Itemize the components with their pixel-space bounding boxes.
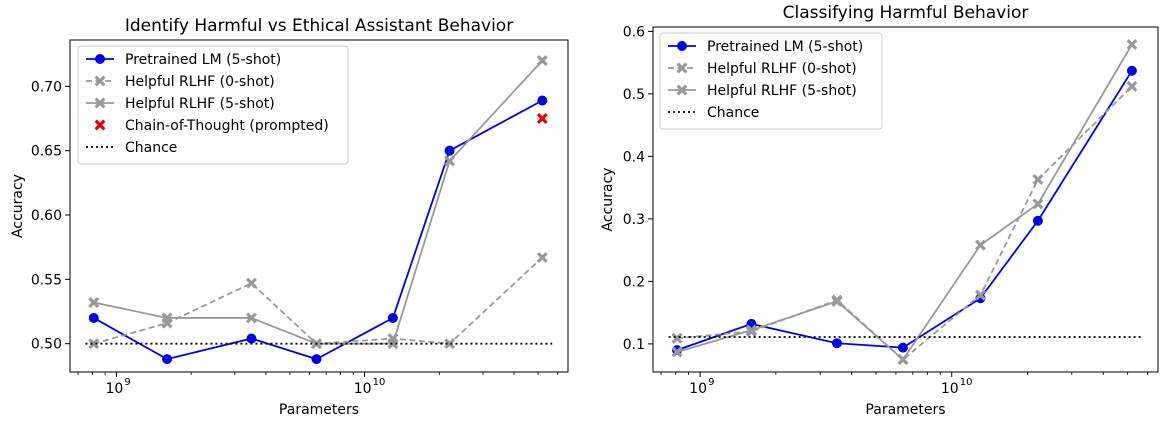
- legend-entry: Helpful RLHF (0-shot): [86, 74, 275, 90]
- legend: Pretrained LM (5-shot) Helpful RLHF (0-sh…: [659, 32, 883, 130]
- chart-title: Identify Harmful vs Ethical Assistant Be…: [125, 16, 513, 36]
- legend-marker: [94, 97, 106, 109]
- data-point: [1032, 198, 1044, 210]
- legend-label: Helpful RLHF (0-shot): [707, 61, 857, 77]
- data-point: [832, 338, 843, 349]
- data-point: [387, 312, 398, 323]
- legend-entry: Helpful RLHF (5-shot): [668, 83, 857, 99]
- x-tick-label: 10: [941, 381, 959, 397]
- data-point: [88, 338, 100, 350]
- legend-label: Helpful RLHF (5-shot): [707, 83, 857, 99]
- data-point: [745, 324, 757, 336]
- data-point: [1126, 65, 1137, 76]
- legend-marker: [676, 84, 688, 96]
- x-tick-exponent: 10: [960, 377, 973, 388]
- data-point: [671, 332, 683, 344]
- data-point: [245, 312, 257, 324]
- data-point: [444, 155, 456, 167]
- series-1: [88, 95, 548, 365]
- data-point: [88, 312, 99, 323]
- data-point: [536, 113, 548, 124]
- data-point: [311, 354, 322, 365]
- x-tick-exponent: 9: [708, 377, 714, 388]
- series-1: [672, 65, 1137, 356]
- data-point: [897, 342, 908, 353]
- legend-entry: Helpful RLHF (5-shot): [86, 96, 275, 112]
- series-4: [536, 113, 548, 124]
- legend-marker: [677, 41, 687, 51]
- legend-marker: [676, 62, 688, 74]
- y-tick-label: 0.6: [623, 24, 645, 40]
- data-point: [671, 346, 683, 358]
- legend-marker: [95, 54, 105, 64]
- data-point: [974, 289, 986, 301]
- x-tick-exponent: 9: [124, 377, 130, 388]
- series-3: [671, 39, 1138, 365]
- x-tick-label: 10: [354, 381, 372, 397]
- y-tick-label: 0.70: [31, 79, 62, 95]
- legend-label: Helpful RLHF (0-shot): [125, 74, 275, 90]
- legend-marker: [94, 119, 106, 131]
- data-point: [537, 95, 548, 106]
- data-point: [246, 333, 257, 344]
- data-point: [1126, 80, 1138, 92]
- data-point: [1032, 215, 1043, 226]
- data-point: [444, 338, 456, 350]
- legend-box: [659, 32, 883, 130]
- y-tick-label: 0.65: [31, 144, 62, 160]
- x-tick-label: 10: [106, 381, 124, 397]
- legend-label: Pretrained LM (5-shot): [125, 52, 281, 68]
- chart-right: Classifying Harmful Behavior Parameters Ac…: [600, 3, 1159, 418]
- data-point: [162, 354, 173, 365]
- legend-label: Chain-of-Thought (prompted): [125, 118, 329, 134]
- y-tick-label: 0.3: [623, 212, 645, 228]
- legend-entry: Chance: [668, 105, 759, 121]
- y-axis-label: Accuracy: [10, 174, 26, 238]
- legend-entry: Pretrained LM (5-shot): [668, 39, 863, 55]
- y-tick-label: 0.1: [623, 337, 645, 353]
- data-point: [536, 252, 548, 263]
- legend-entry: Pretrained LM (5-shot): [86, 52, 281, 68]
- y-axis-label: Accuracy: [600, 168, 616, 232]
- y-tick-label: 0.2: [623, 274, 645, 290]
- data-point: [897, 354, 909, 365]
- x-axis-label: Parameters: [865, 402, 945, 418]
- data-point: [974, 239, 986, 251]
- x-tick-exponent: 10: [373, 377, 386, 388]
- legend-label: Chance: [125, 140, 177, 156]
- data-point: [245, 277, 257, 289]
- chart-title: Classifying Harmful Behavior: [783, 3, 1029, 23]
- data-point: [444, 145, 455, 156]
- plot-frame: [652, 26, 1159, 373]
- series-line: [93, 256, 543, 345]
- plot-frame: [69, 39, 569, 373]
- y-tick-label: 0.4: [623, 149, 645, 165]
- legend-entry: Chain-of-Thought (prompted): [94, 118, 329, 134]
- data-point: [88, 297, 100, 308]
- legend-entry: Chance: [86, 140, 177, 156]
- data-point: [536, 55, 548, 67]
- legend: Pretrained LM (5-shot) Helpful RLHF (0-sh…: [77, 45, 349, 165]
- x-tick-label: 10: [689, 381, 707, 397]
- y-tick-label: 0.55: [31, 272, 62, 288]
- legend-entry: Helpful RLHF (0-shot): [668, 61, 857, 77]
- data-point: [161, 312, 173, 324]
- legend-label: Helpful RLHF (5-shot): [125, 96, 275, 112]
- legend-box: [77, 45, 349, 165]
- data-point: [1032, 174, 1044, 185]
- data-point: [387, 338, 399, 350]
- legend-label: Chance: [707, 105, 759, 121]
- x-axis-label: Parameters: [279, 402, 359, 418]
- y-tick-label: 0.60: [31, 208, 62, 224]
- legend-marker: [94, 75, 106, 87]
- data-point: [1126, 39, 1138, 50]
- chart-left: Identify Harmful vs Ethical Assistant Be…: [10, 16, 569, 418]
- y-tick-label: 0.50: [31, 337, 62, 353]
- y-tick-label: 0.5: [623, 87, 645, 103]
- series-2: [88, 252, 548, 350]
- legend-label: Pretrained LM (5-shot): [707, 39, 863, 55]
- data-point: [831, 295, 843, 307]
